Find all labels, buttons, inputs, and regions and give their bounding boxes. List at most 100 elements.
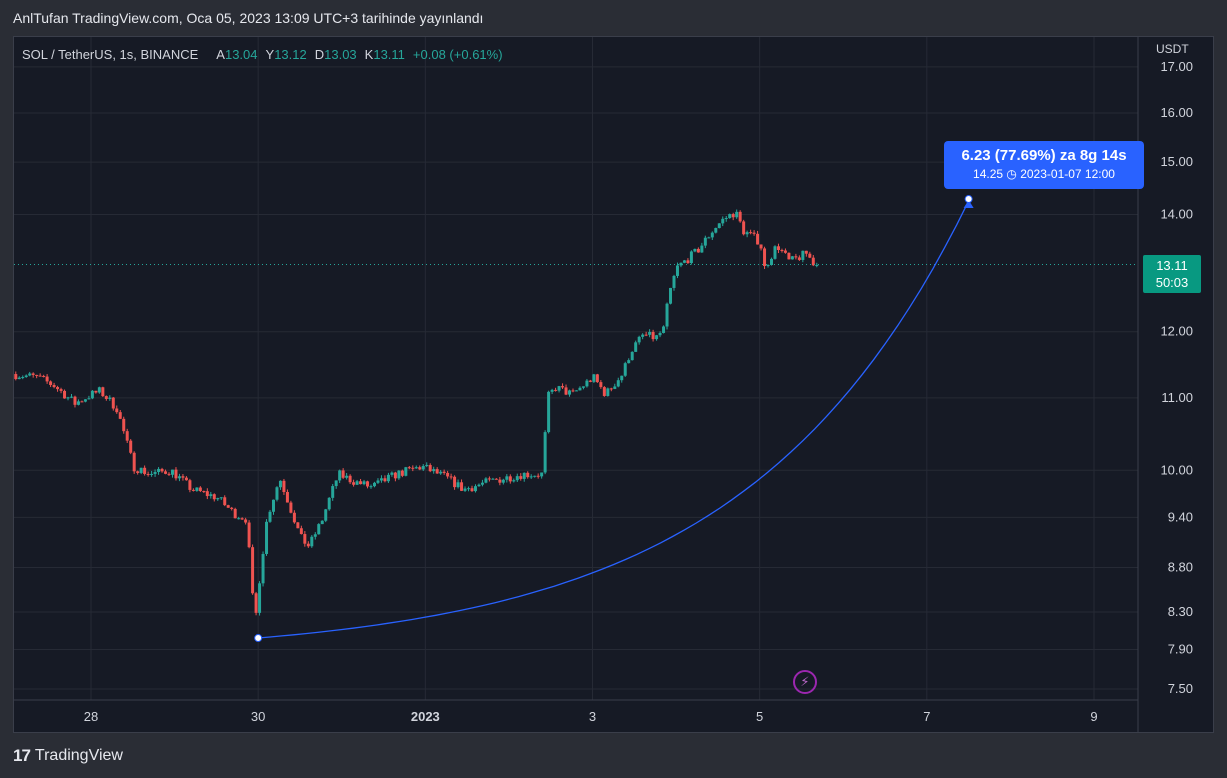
candle-body [432,469,436,472]
candle-body [470,488,474,492]
candle-body [49,381,53,385]
candle-body [609,388,613,390]
candle-body [780,250,784,252]
candle-body [139,467,143,473]
candle-body [773,246,777,259]
candle-body [689,251,693,264]
candle-body [550,389,554,392]
candle-body [198,487,202,492]
candle-body [59,389,63,391]
candle-body [188,480,192,490]
candle-body [606,388,610,396]
candle-body [359,481,363,485]
candle-body [278,480,282,488]
price-tick-label: 16.00 [1160,105,1193,120]
candle-body [494,478,498,480]
price-tick-label: 8.80 [1168,559,1193,574]
candle-body [230,507,234,509]
candle-body [724,218,728,220]
candle-body [554,389,558,391]
projection-end-point [964,195,973,204]
candle-body [714,228,718,233]
candle-body [338,470,342,481]
candle-body [710,232,714,238]
candle-body [543,432,547,473]
candle-body [296,522,300,529]
candle-body [160,468,164,472]
candle-body [63,390,67,399]
price-tick-label: 11.00 [1161,390,1193,405]
candle-body [97,387,101,393]
candle-body [390,472,394,475]
candle-body [237,518,241,520]
candle-body [595,374,599,383]
candle-body [446,472,450,477]
candle-body [28,373,32,376]
candle-body [731,214,735,218]
symbol-name[interactable]: SOL / TetherUS, 1s, BINANCE [22,46,199,62]
candle-body [766,265,770,267]
low-label: D [314,46,325,62]
candle-body [418,467,422,470]
candle-body [672,275,676,288]
candle-body [630,351,634,361]
candle-body [254,593,258,613]
candle-body [752,232,756,234]
candle-body [52,384,56,388]
candle-body [251,547,255,594]
currency-label[interactable]: USDT [1156,42,1189,56]
candle-body [17,377,21,380]
lightning-icon[interactable]: ⚡ [793,670,817,694]
candle-body [80,401,84,403]
candle-body [498,479,502,483]
projection-label[interactable]: 6.23 (77.69%) za 8g 14s 14.25 ◷ 2023-01-… [944,141,1144,189]
candle-body [303,534,307,544]
footer-brand: 17 TradingView [13,742,123,770]
projection-start-point [254,634,263,643]
time-tick-label: 7 [923,709,930,724]
candle-body [233,508,237,519]
candle-body [21,376,25,378]
candle-body [801,250,805,260]
price-tick-label: 14.00 [1160,207,1193,222]
candle-body [703,237,707,246]
candle-body [414,467,418,469]
candle-body [87,398,91,400]
candle-body [526,472,530,478]
candle-body [306,543,310,547]
candle-body [658,332,662,336]
low-value: 13.03 [324,46,357,62]
candle-body [797,257,801,260]
tradingview-logo-icon: 17 [13,746,31,765]
high-label: Y [265,46,275,62]
candle-body [244,519,248,523]
candle-body [115,408,119,413]
candle-body [581,386,585,388]
candle-body [355,481,359,485]
candle-body [574,390,578,392]
candle-body [421,465,425,470]
candle-body [223,497,227,506]
candle-body [292,512,296,523]
candle-body [379,478,383,481]
candle-body [515,476,519,481]
candle-body [205,491,209,497]
candle-body [167,473,171,475]
candle-body [299,528,303,535]
candle-body [76,401,80,405]
candle-body [425,465,429,467]
candle-body [226,505,230,508]
last-price-value: 13.11 [1156,258,1188,273]
candle-body [662,326,666,333]
candle-body [641,334,645,337]
candle-body [529,476,533,478]
candle-body [682,260,686,263]
candle-body [181,476,185,478]
candle-body [153,471,157,474]
candle-body [557,386,561,391]
projection-arrowhead [963,200,974,209]
candle-body [790,256,794,260]
candle-body [122,418,126,432]
candle-body [397,470,401,479]
